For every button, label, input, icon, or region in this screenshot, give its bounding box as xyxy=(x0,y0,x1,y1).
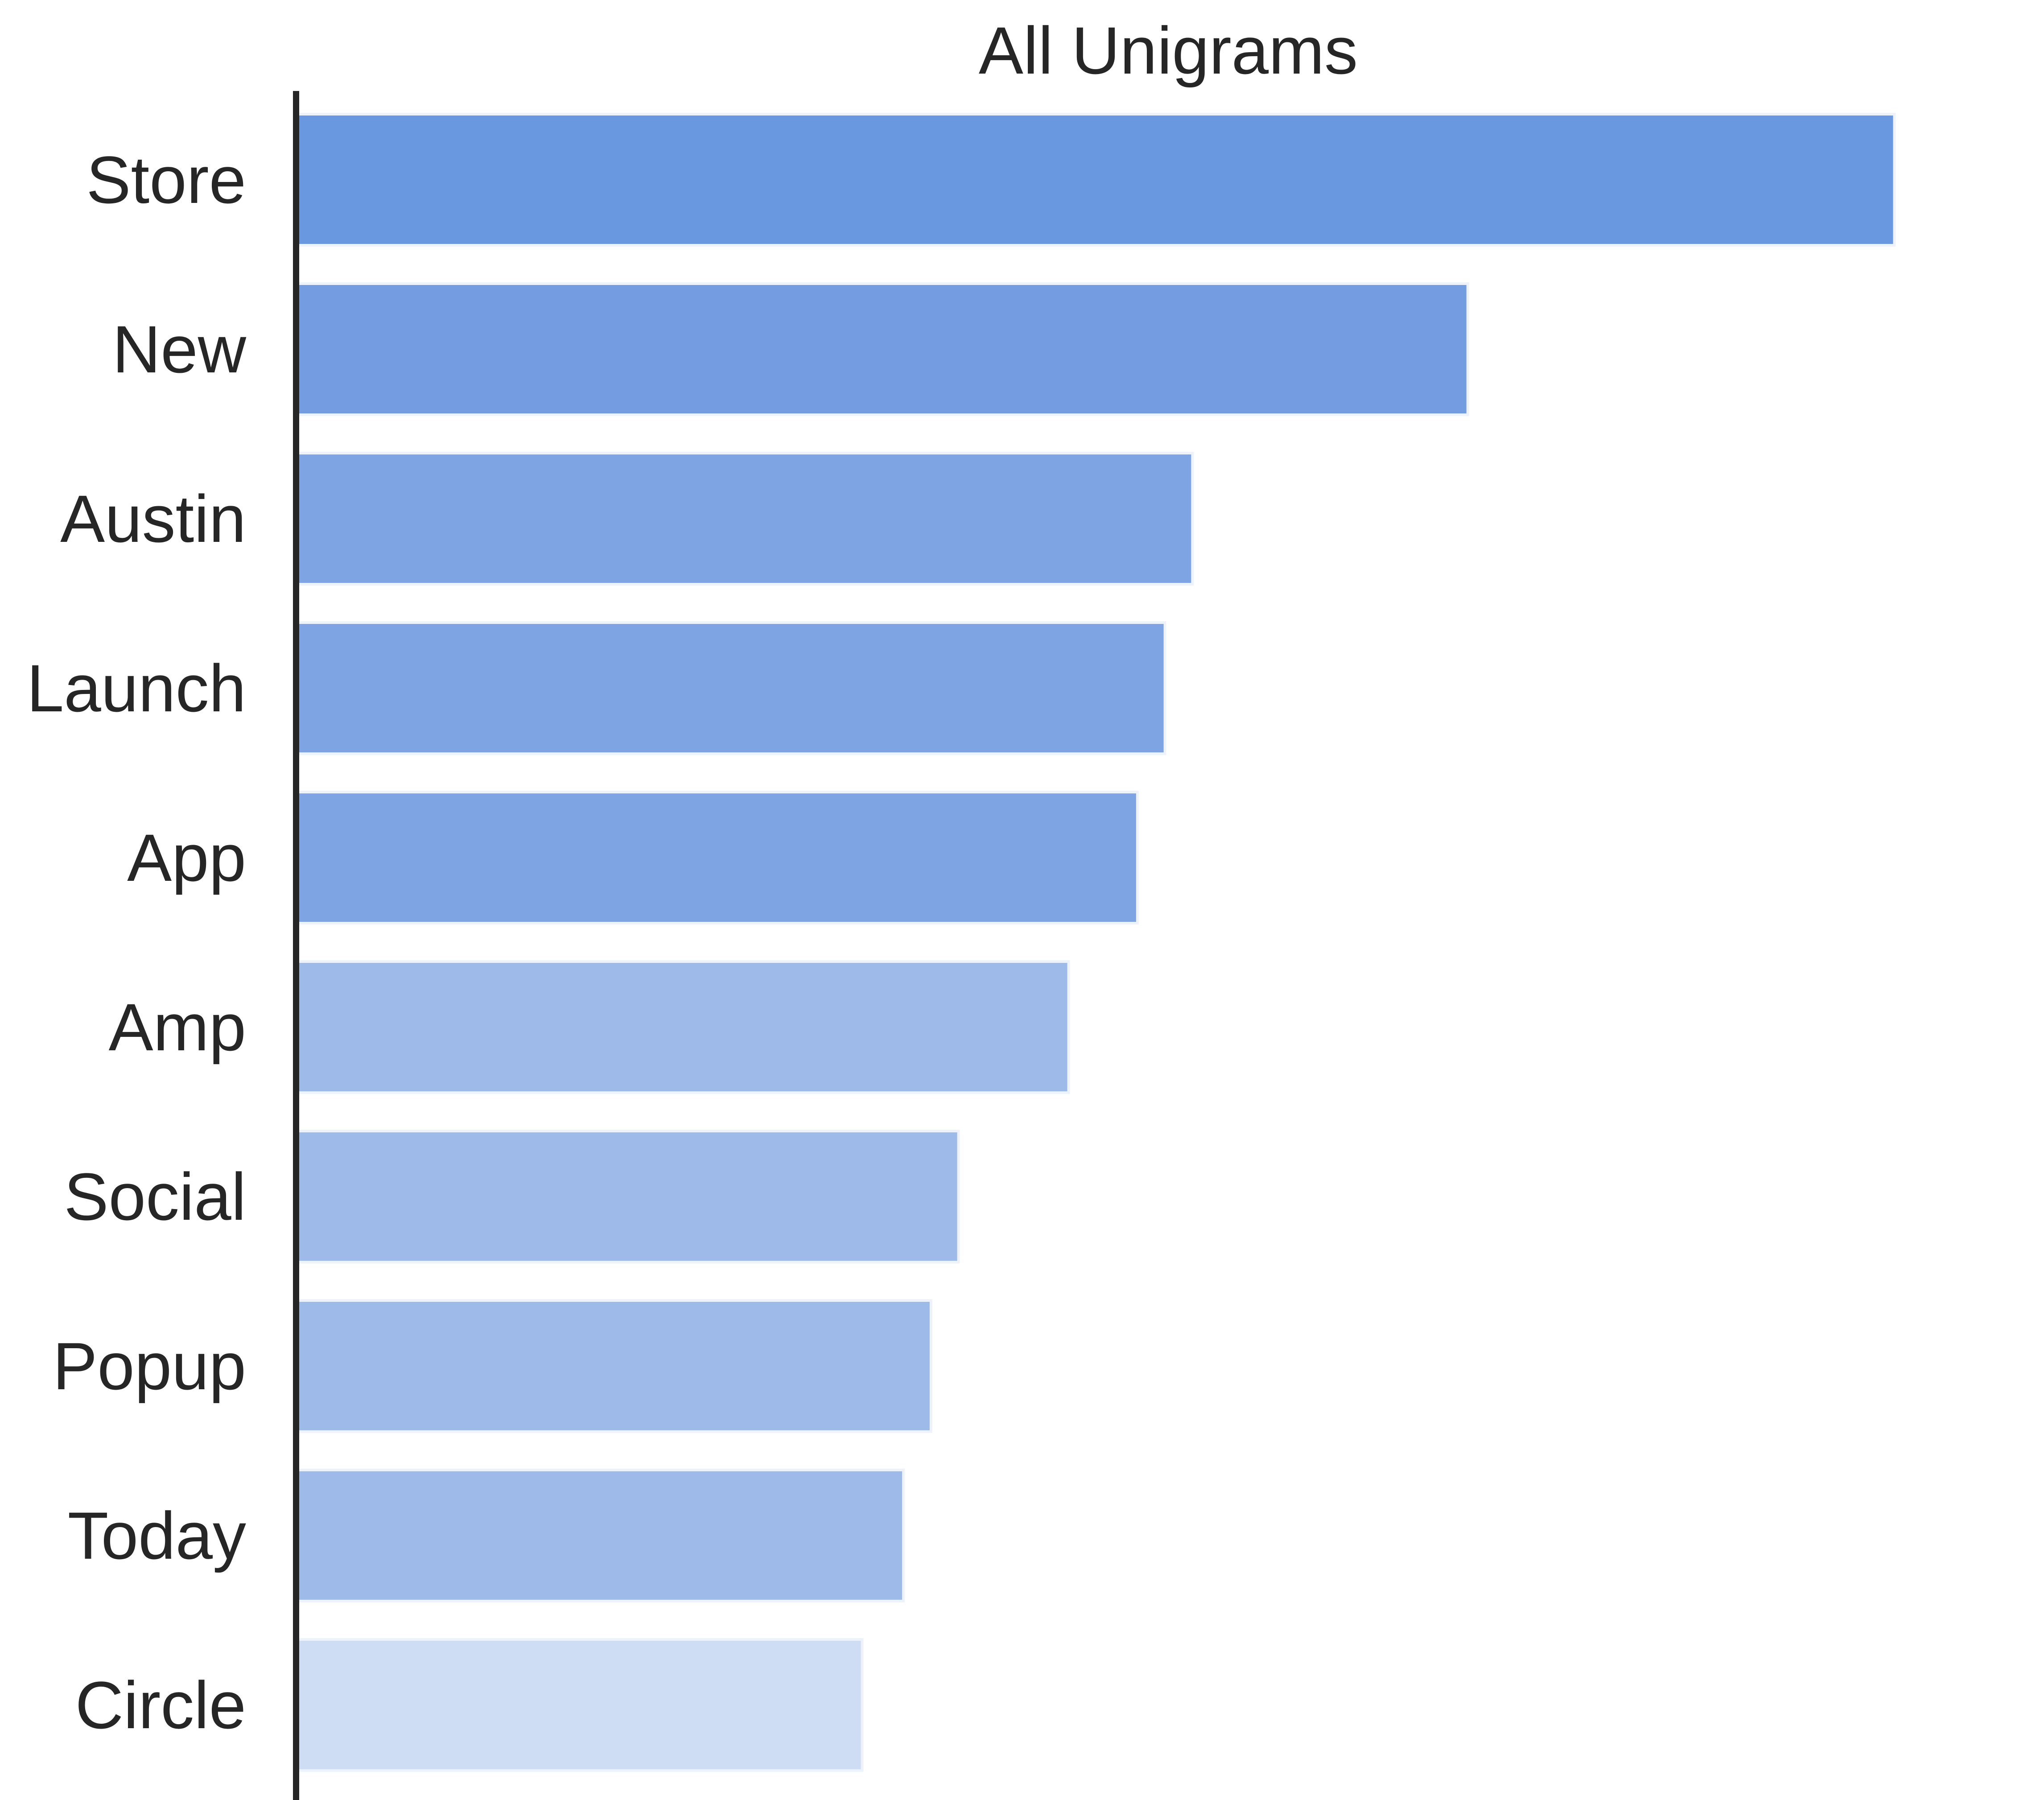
bar-app xyxy=(297,791,1139,925)
bar-store xyxy=(297,113,1896,247)
bar-social xyxy=(297,1130,960,1263)
bar-amp xyxy=(297,960,1070,1094)
chart-title: All Unigrams xyxy=(979,13,1358,88)
bar-popup xyxy=(297,1299,932,1433)
bar-new xyxy=(297,282,1469,416)
y-tick-label-social: Social xyxy=(64,1159,246,1234)
y-tick-label-austin: Austin xyxy=(60,481,246,556)
y-tick-label-today: Today xyxy=(68,1498,246,1573)
y-tick-label-app: App xyxy=(127,820,246,895)
bar-austin xyxy=(297,452,1194,586)
y-tick-labels: Store New Austin Launch App Amp Social Popup Tod… xyxy=(27,142,247,1742)
y-tick-label-store: Store xyxy=(86,142,246,217)
y-tick-label-popup: Popup xyxy=(53,1329,246,1404)
bars-group xyxy=(297,113,1896,1772)
bar-circle xyxy=(297,1638,864,1772)
bar-launch xyxy=(297,621,1166,755)
bar-today xyxy=(297,1469,905,1602)
y-tick-label-launch: Launch xyxy=(27,651,246,726)
y-tick-label-amp: Amp xyxy=(109,990,246,1065)
y-tick-label-new: New xyxy=(112,312,247,387)
y-tick-label-circle: Circle xyxy=(75,1668,246,1742)
